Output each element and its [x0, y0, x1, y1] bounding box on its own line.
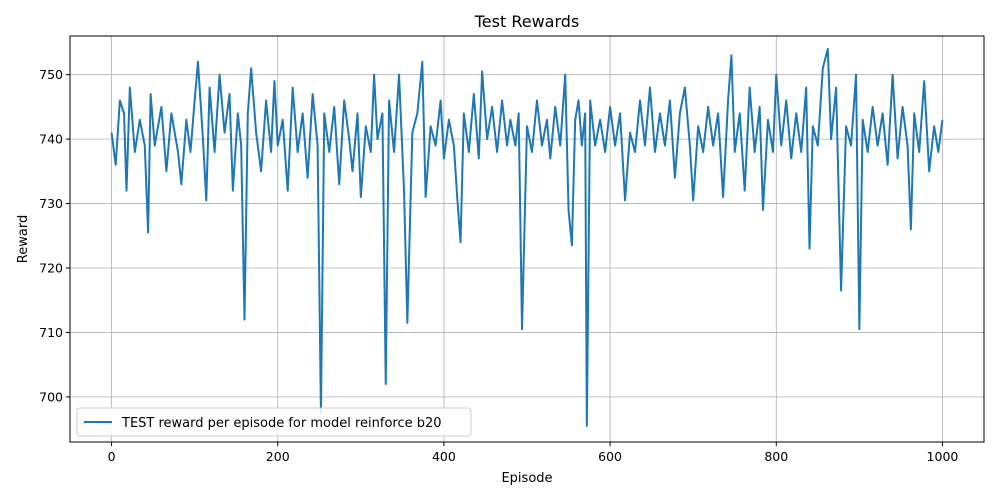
chart-title: Test Rewards — [474, 12, 580, 31]
y-tick-label: 730 — [39, 196, 63, 211]
y-tick-label: 740 — [39, 132, 63, 147]
y-tick-label: 720 — [39, 261, 63, 276]
legend: TEST reward per episode for model reinfo… — [76, 407, 472, 437]
x-tick-label: 0 — [108, 449, 116, 464]
x-tick-label: 800 — [764, 449, 788, 464]
y-tick-label: 710 — [39, 325, 63, 340]
reward-series-line — [110, 47, 944, 427]
x-tick-label: 400 — [432, 449, 456, 464]
y-axis-label: Reward — [16, 215, 31, 263]
y-tick-label: 700 — [39, 389, 63, 404]
plot-area-frame — [69, 35, 985, 443]
x-tick-label: 600 — [598, 449, 622, 464]
x-axis-ticks: 0 200 400 600 800 1000 — [108, 442, 959, 464]
legend-box — [76, 407, 472, 437]
x-tick-label: 1000 — [927, 449, 959, 464]
x-axis-label: Episode — [501, 471, 552, 486]
x-tick-label: 200 — [266, 449, 290, 464]
legend-series-label: TEST reward per episode for model reinfo… — [121, 416, 442, 431]
y-axis-ticks: 700 710 720 730 740 750 — [39, 67, 70, 404]
y-tick-label: 750 — [39, 67, 63, 82]
